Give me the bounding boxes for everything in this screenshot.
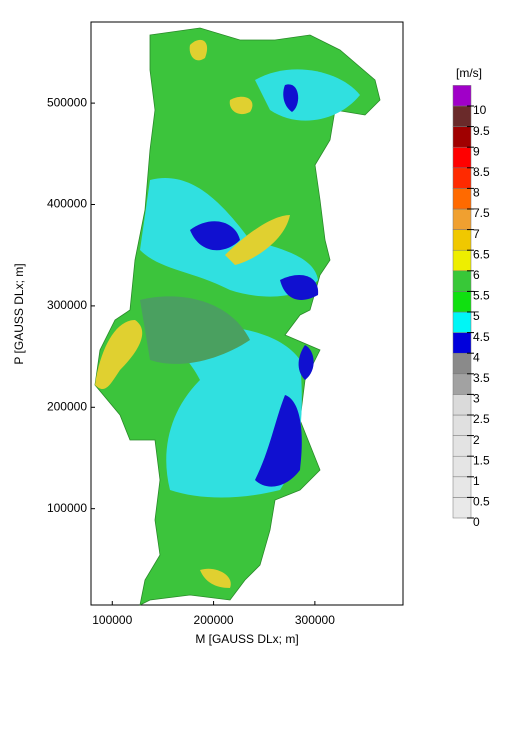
colorbar-label: 9.5 bbox=[473, 124, 490, 138]
x-axis-title: M [GAUSS DLx; m] bbox=[195, 632, 298, 646]
colorbar-swatch bbox=[452, 167, 472, 189]
colorbar-swatch bbox=[452, 414, 472, 436]
colorbar-label: 4.5 bbox=[473, 330, 490, 344]
colorbar-swatch bbox=[452, 291, 472, 313]
colorbar-label: 1.5 bbox=[473, 453, 490, 467]
colorbar-swatch bbox=[452, 394, 472, 416]
colorbar-swatch bbox=[452, 105, 472, 127]
colorbar-swatch bbox=[452, 455, 472, 478]
blue-zone bbox=[190, 221, 240, 251]
yellow-zone bbox=[189, 39, 208, 61]
colorbar-swatch bbox=[452, 146, 472, 169]
yellow-zone bbox=[200, 568, 231, 588]
colorbar-label: 7.5 bbox=[473, 206, 490, 220]
colorbar-swatch bbox=[452, 188, 472, 210]
colorbar-swatch bbox=[452, 229, 472, 251]
colorbar-label: 8 bbox=[473, 186, 480, 200]
colorbar-label: 9 bbox=[473, 144, 480, 158]
x-tick-label: 300000 bbox=[295, 613, 335, 627]
colorbar-swatch bbox=[452, 208, 472, 230]
blue-zone bbox=[255, 395, 302, 487]
axis-ticks: 100000 200000 300000 100000 200000 300000 4000… bbox=[47, 95, 335, 627]
colorbar-unit: [m/s] bbox=[456, 66, 482, 80]
map-terrain bbox=[94, 27, 381, 606]
colorbar-label: 7 bbox=[473, 227, 480, 241]
colorbar-swatch bbox=[452, 311, 472, 333]
colorbar-swatch bbox=[452, 352, 472, 375]
y-tick-label: 300000 bbox=[47, 298, 87, 312]
colorbar-label: 0 bbox=[473, 515, 480, 529]
colorbar-label: 2.5 bbox=[473, 412, 490, 426]
colorbar-swatch bbox=[452, 249, 472, 272]
yellow-zone bbox=[225, 215, 290, 265]
x-tick-label: 100000 bbox=[92, 613, 132, 627]
colorbar-label: 3 bbox=[473, 392, 480, 406]
colorbar-label: 6 bbox=[473, 268, 480, 282]
y-tick-label: 200000 bbox=[47, 399, 87, 413]
colorbar-swatch bbox=[452, 332, 472, 354]
dark-green-zone bbox=[140, 296, 250, 364]
blue-zone bbox=[283, 84, 299, 112]
colorbar-label: 8.5 bbox=[473, 165, 490, 179]
colorbar-swatch bbox=[452, 497, 472, 519]
y-tick-label: 400000 bbox=[47, 197, 87, 211]
y-tick-label: 100000 bbox=[47, 501, 87, 515]
cyan-zone bbox=[255, 69, 360, 121]
blue-zone bbox=[280, 275, 319, 300]
y-axis-title: P [GAUSS DLx; m] bbox=[12, 263, 26, 364]
yellow-zone bbox=[95, 320, 143, 390]
x-tick-label: 200000 bbox=[194, 613, 234, 627]
colorbar-label: 6.5 bbox=[473, 247, 490, 261]
colorbar: 0 0.5 1 1.5 2 2.5 3 3.5 4 4.5 5 5.5 6 6.5 7 7.5 8 8.5 9 9.5… bbox=[452, 85, 490, 529]
yellow-zone bbox=[229, 96, 253, 115]
colorbar-swatch bbox=[452, 373, 472, 395]
y-tick-label: 500000 bbox=[47, 95, 87, 109]
colorbar-swatch bbox=[452, 270, 472, 292]
colorbar-label: 3.5 bbox=[473, 371, 490, 385]
blue-zone bbox=[298, 345, 314, 380]
colorbar-label: 5.5 bbox=[473, 289, 490, 303]
colorbar-label: 2 bbox=[473, 433, 480, 447]
colorbar-swatch bbox=[452, 435, 472, 457]
colorbar-label: 0.5 bbox=[473, 495, 490, 509]
colorbar-swatch bbox=[452, 85, 472, 107]
colorbar-label: 5 bbox=[473, 309, 480, 323]
colorbar-label: 4 bbox=[473, 350, 480, 364]
colorbar-swatch bbox=[452, 126, 472, 148]
land bbox=[94, 27, 381, 606]
colorbar-label: 10 bbox=[473, 103, 487, 117]
colorbar-swatch bbox=[452, 476, 472, 498]
colorbar-label: 1 bbox=[473, 474, 480, 488]
